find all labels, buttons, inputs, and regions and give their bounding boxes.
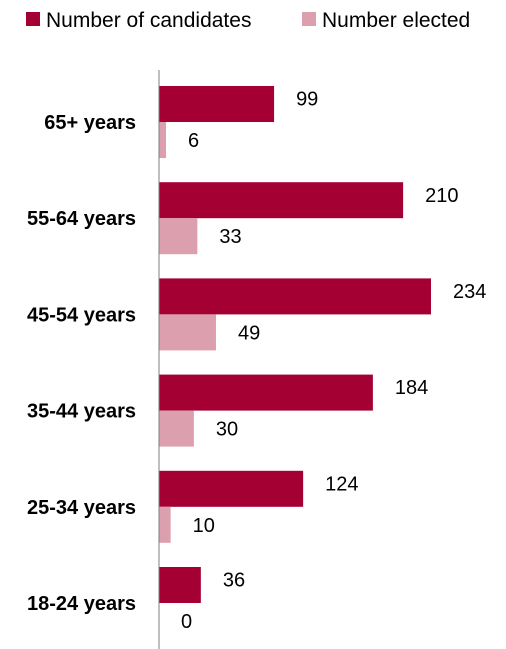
category-label-55-64-years: 55-64 years: [27, 208, 136, 230]
legend-label-candidates: Number of candidates: [46, 9, 252, 32]
bar-elected-45-54-years: [159, 314, 216, 351]
category-label-65plus-years: 65+ years: [44, 112, 136, 134]
bar-elected-55-64-years: [159, 218, 198, 255]
data-label-candidates-65plus-years: 99: [296, 89, 318, 111]
bar-candidates-35-44-years: [159, 374, 373, 411]
data-label-elected-55-64-years: 33: [219, 226, 241, 248]
data-label-candidates-18-24-years: 36: [223, 570, 245, 592]
data-label-elected-35-44-years: 30: [216, 419, 238, 441]
data-label-candidates-45-54-years: 234: [453, 281, 486, 303]
bar-candidates-55-64-years: [159, 182, 404, 219]
data-label-elected-25-34-years: 10: [193, 515, 215, 537]
category-label-18-24-years: 18-24 years: [27, 593, 136, 615]
data-label-elected-65plus-years: 6: [188, 130, 199, 152]
legend-label-elected: Number elected: [322, 9, 471, 32]
data-label-candidates-25-34-years: 124: [325, 473, 358, 495]
data-label-elected-45-54-years: 49: [238, 322, 260, 344]
category-label-35-44-years: 35-44 years: [27, 401, 136, 423]
bar-candidates-18-24-years: [159, 567, 201, 603]
legend: Number of candidates Number elected: [0, 6, 506, 36]
legend-swatch-candidates: [26, 12, 40, 26]
category-label-25-34-years: 25-34 years: [27, 497, 136, 519]
data-label-elected-18-24-years: 0: [181, 611, 192, 633]
category-label-45-54-years: 45-54 years: [27, 304, 136, 326]
data-label-candidates-55-64-years: 210: [425, 185, 458, 207]
bar-elected-35-44-years: [159, 410, 194, 447]
data-label-candidates-35-44-years: 184: [395, 377, 428, 399]
bar-candidates-65plus-years: [159, 86, 275, 122]
bar-elected-65plus-years: [159, 122, 166, 158]
legend-swatch-elected: [302, 12, 316, 26]
bar-candidates-25-34-years: [159, 470, 304, 507]
legend-item-elected: Number elected: [302, 6, 470, 36]
bar-elected-25-34-years: [159, 506, 171, 543]
legend-item-candidates: Number of candidates: [26, 6, 251, 36]
bar-candidates-45-54-years: [159, 278, 431, 315]
